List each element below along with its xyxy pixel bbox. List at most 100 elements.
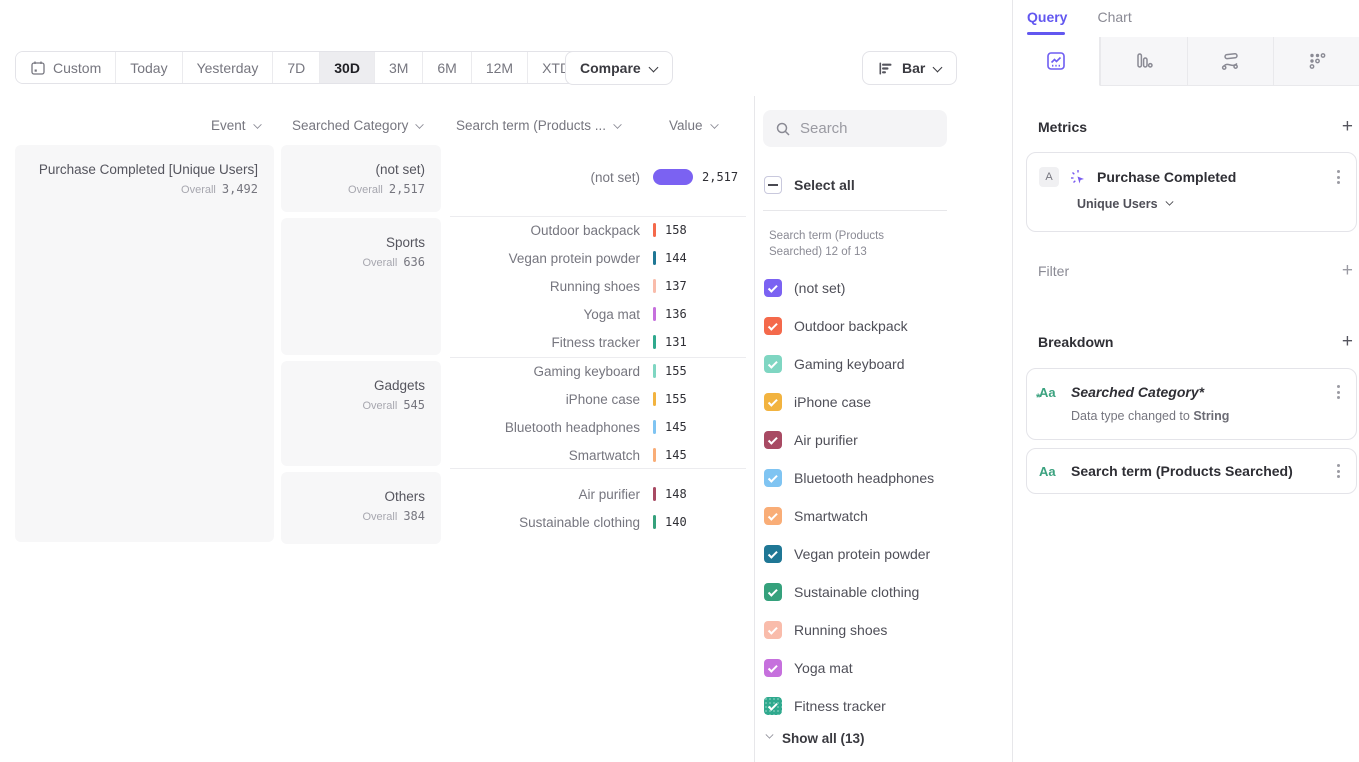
legend-item[interactable]: Smartwatch (764, 497, 934, 535)
row-group-divider (450, 216, 746, 217)
category-box-sports[interactable]: Sports Overall 636 (281, 218, 441, 355)
tab-chart[interactable]: Chart (1097, 9, 1132, 25)
tab-query[interactable]: Query (1027, 9, 1068, 25)
date-range-7d[interactable]: 7D (273, 52, 321, 83)
category-box-gadgets[interactable]: Gadgets Overall 545 (281, 361, 441, 466)
date-range-label: Custom (53, 59, 102, 76)
tab-retention[interactable] (1273, 37, 1359, 86)
legend-search[interactable] (763, 110, 947, 147)
event-group-box[interactable]: Purchase Completed [Unique Users] Overal… (15, 145, 274, 542)
chevron-down-icon (253, 122, 261, 130)
bar-row-label: (not set) (590, 169, 640, 185)
flows-icon (1219, 50, 1242, 73)
legend-item[interactable]: Fitness tracker (764, 687, 934, 725)
row-group-divider (450, 357, 746, 358)
aggregation-selector[interactable]: Unique Users (1027, 187, 1356, 211)
add-metric-button[interactable]: + (1341, 116, 1353, 137)
bar-rows-others: Air purifier 148 Sustainable clothing 14… (450, 480, 750, 536)
metrics-section-header: Metrics + (1038, 116, 1353, 137)
date-range-custom[interactable]: Custom (16, 52, 117, 83)
legend-item[interactable]: Sustainable clothing (764, 573, 934, 611)
string-property-icon: Aa * (1036, 384, 1056, 404)
checkbox-checked-icon (764, 621, 782, 639)
bar[interactable] (653, 392, 656, 406)
query-panel: Query Chart (1012, 0, 1359, 762)
breakdown-menu-button[interactable] (1333, 462, 1344, 480)
legend-item[interactable]: Yoga mat (764, 649, 934, 687)
column-header-event[interactable]: Event (211, 118, 262, 133)
horizontal-bar-chart-icon (877, 60, 894, 77)
legend-item[interactable]: Running shoes (764, 611, 934, 649)
bar[interactable] (653, 279, 656, 293)
search-input[interactable] (800, 120, 930, 137)
calendar-icon (30, 60, 46, 76)
column-header-search-term[interactable]: Search term (Products ... (456, 118, 622, 133)
tab-flows[interactable] (1186, 37, 1274, 86)
metric-menu-button[interactable] (1333, 168, 1344, 186)
metric-name: Purchase Completed (1097, 169, 1237, 185)
bar-rows-sports: Outdoor backpack 158 Vegan protein powde… (450, 216, 750, 356)
chevron-down-icon (416, 122, 424, 130)
legend-item[interactable]: Air purifier (764, 421, 934, 459)
bar-row: Sustainable clothing 140 (519, 514, 687, 530)
legend-panel: Select all Search term (Products Searche… (754, 96, 1013, 762)
metric-card[interactable]: A Purchase Completed Unique Users (1026, 152, 1357, 232)
category-box-not-set[interactable]: (not set) Overall 2,517 (281, 145, 441, 212)
category-box-others[interactable]: Others Overall 384 (281, 472, 441, 544)
breakdown-card-search-term[interactable]: Aa Search term (Products Searched) (1026, 448, 1357, 494)
bar[interactable] (653, 251, 656, 265)
legend-item[interactable]: iPhone case (764, 383, 934, 421)
date-toolbar: Custom Today Yesterday 7D 30D 3M 6M 12M … (15, 51, 958, 85)
date-range-6m[interactable]: 6M (423, 52, 472, 83)
bar[interactable] (653, 420, 656, 434)
bar-row: Running shoes 137 (549, 278, 687, 294)
date-range-3m[interactable]: 3M (374, 52, 424, 83)
date-range-30d[interactable]: 30D (320, 52, 375, 83)
checkbox-checked-icon (764, 393, 782, 411)
bar[interactable] (653, 335, 656, 349)
bar[interactable] (653, 448, 656, 462)
show-all-button[interactable]: Show all (13) (765, 731, 865, 746)
divider (763, 210, 947, 211)
tab-funnels[interactable] (1099, 37, 1187, 86)
date-range-today[interactable]: Today (116, 52, 183, 83)
column-header-value[interactable]: Value (669, 118, 719, 133)
column-header-searched-category[interactable]: Searched Category (292, 118, 424, 133)
date-range-yesterday[interactable]: Yesterday (182, 52, 274, 83)
legend-item[interactable]: Gaming keyboard (764, 345, 934, 383)
add-breakdown-button[interactable]: + (1341, 331, 1353, 352)
row-group-divider (450, 468, 746, 469)
select-all-checkbox[interactable]: Select all (764, 176, 855, 194)
bar-row: Outdoor backpack 158 (530, 222, 687, 238)
bar[interactable] (653, 487, 656, 501)
chart-type-button[interactable]: Bar (862, 51, 958, 85)
breakdown-section-header: Breakdown + (1038, 331, 1353, 352)
checkbox-checked-icon (764, 507, 782, 525)
breakdown-menu-button[interactable] (1333, 383, 1344, 401)
date-range-segmented-control: Custom Today Yesterday 7D 30D 3M 6M 12M … (15, 51, 602, 84)
search-icon (775, 121, 791, 137)
metrics-heading: Metrics (1038, 119, 1088, 135)
checkbox-checked-icon (764, 317, 782, 335)
compare-button[interactable]: Compare (565, 51, 673, 85)
add-filter-button[interactable]: + (1341, 260, 1353, 281)
bar-row: Bluetooth headphones 145 (504, 419, 687, 435)
chevron-down-icon (933, 64, 942, 73)
bar[interactable] (653, 223, 656, 237)
breakdown-card-searched-category[interactable]: Aa * Searched Category* Data type changed… (1026, 368, 1357, 440)
legend-item[interactable]: Bluetooth headphones (764, 459, 934, 497)
bar[interactable] (653, 169, 693, 185)
bar[interactable] (653, 515, 656, 529)
legend-item[interactable]: Outdoor backpack (764, 307, 934, 345)
bar[interactable] (653, 307, 656, 321)
date-range-12m[interactable]: 12M (471, 52, 529, 83)
bar-rows-gadgets: Gaming keyboard 155 iPhone case 155 Blue… (450, 357, 750, 469)
tab-insights[interactable] (1013, 37, 1100, 86)
checkbox-checked-icon (764, 697, 782, 715)
checkbox-checked-icon (764, 583, 782, 601)
bar[interactable] (653, 364, 656, 378)
legend-item[interactable]: Vegan protein powder (764, 535, 934, 573)
retention-dots-icon (1306, 50, 1328, 72)
checkbox-checked-icon (764, 355, 782, 373)
legend-item[interactable]: (not set) (764, 269, 934, 307)
